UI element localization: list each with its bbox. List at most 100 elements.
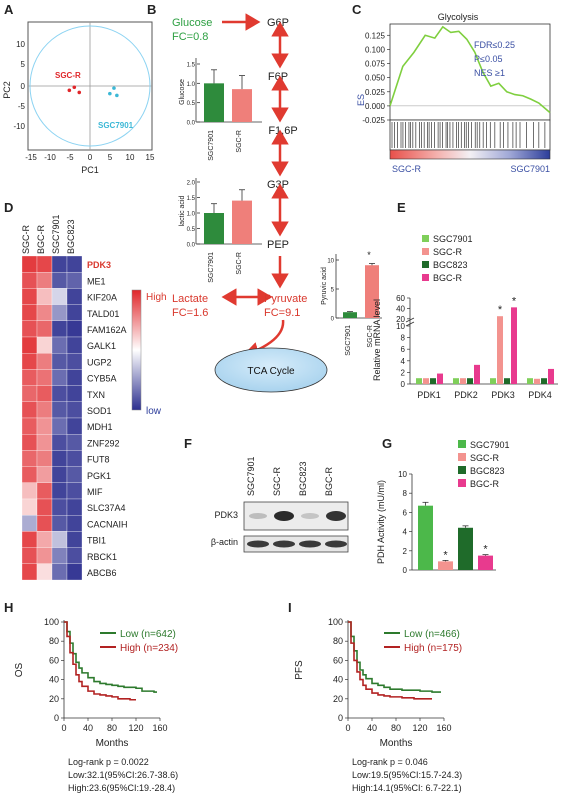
mrna-ylabel: Relative mRNA level: [372, 299, 382, 381]
bar: [490, 378, 496, 384]
heatmap-cell: [66, 547, 83, 564]
heatmap-cell: [21, 288, 38, 305]
tca-cycle-label: TCA Cycle: [247, 366, 295, 377]
pca-point: [112, 86, 116, 90]
heatmap-cell: [66, 515, 83, 532]
heatmap-cell: [21, 466, 38, 483]
heatmap-cell: [51, 353, 68, 370]
pca-ytick: 10: [16, 40, 25, 49]
metabolite-f16p: F1,6P: [268, 125, 297, 137]
panel-b-pathway: Glucose FC=0.8 G6P F6P F1,6P G3P PEP Lac…: [172, 13, 382, 393]
tick-label: 0.5: [187, 101, 196, 107]
tick-label: 5: [331, 288, 335, 294]
mrna-bars: **: [416, 295, 554, 384]
bar: [474, 364, 480, 384]
glucose-cat: SGC7901: [208, 130, 215, 161]
gsea-rank-gradient: [389, 149, 551, 160]
gsea-label-left: SGC-R: [392, 164, 422, 174]
legend-label: SGC-R: [433, 247, 463, 257]
heatmap-gene-label: RBCK1: [87, 552, 117, 562]
gsea-hit-frame: [389, 119, 551, 151]
pfs-stat-low: Low:19.5(95%CI:15.7-24.3): [352, 770, 462, 780]
bar: [460, 378, 466, 384]
tick-label: 80: [391, 723, 401, 733]
glucose-label: Glucose: [172, 17, 212, 29]
bar: [453, 378, 459, 384]
glucose-cat: SGC-R: [236, 130, 243, 153]
heatmap-cell: [36, 417, 53, 435]
blot-band: [247, 540, 269, 548]
heatmap-gene-label: CACNAIH: [87, 519, 128, 529]
heatmap-cell: [36, 466, 53, 483]
bar: [423, 378, 429, 384]
heatmap-gene-label: SOD1: [87, 406, 112, 416]
pfs-legend-low: Low (n=466): [404, 629, 460, 640]
heatmap-cell: [36, 563, 53, 581]
tick-label: 6: [401, 345, 406, 354]
tick-label: 0: [345, 723, 350, 733]
heatmap-cell: [36, 369, 53, 386]
pyruvic-cat: SGC7901: [345, 325, 352, 356]
legend-swatch: [458, 440, 466, 448]
legend-swatch: [422, 274, 429, 281]
heatmap-gene-label: TALD01: [87, 309, 119, 319]
pfs-ticks: 0 20 40 60 80 100 0 40 80 120 160: [328, 617, 452, 733]
pfs-low-curve: [348, 621, 441, 693]
heatmap-cell: [36, 304, 53, 321]
significance-star: *: [483, 544, 488, 556]
heatmap-cell: [21, 272, 38, 289]
mrna-axis-break: [405, 317, 415, 323]
heatmap-cell: [51, 531, 68, 548]
gsea-stat-fdr: FDR≤0.25: [474, 40, 515, 50]
os-xlabel: Months: [96, 738, 129, 749]
legend-swatch: [458, 479, 466, 487]
blot-band: [249, 513, 267, 519]
blot-band: [301, 513, 319, 519]
metabolite-g6p: G6P: [267, 17, 289, 29]
heatmap-gene-label: CYB5A: [87, 374, 117, 384]
tick-label: 40: [367, 723, 377, 733]
blot-lane-label: SGC-R: [272, 467, 282, 497]
bar: [416, 378, 422, 384]
blot-lane-label: BGC-R: [324, 467, 334, 497]
heatmap-cell: [51, 272, 68, 289]
os-stat-logrank: Log-rank p = 0.0022: [68, 757, 149, 767]
heatmap-cell: [66, 401, 83, 419]
tick-label: 4: [403, 528, 408, 537]
tick-label: 2: [401, 368, 406, 377]
pdh-bars: * *: [418, 501, 493, 570]
blot-band: [325, 540, 347, 548]
heatmap-cell: [21, 304, 38, 321]
heatmap-cell: [21, 336, 38, 354]
panel-letter-e: E: [397, 200, 406, 215]
heatmap-cell: [66, 434, 83, 451]
pyruvic-acid-bar-chart: 0 5 10 Pyruvic acid SGC7901 SGC-R *: [321, 250, 382, 356]
heatmap-col-label: BGC823: [66, 219, 76, 254]
heatmap-cell: [36, 434, 53, 451]
significance-star: *: [443, 549, 448, 561]
tick-label: 0: [331, 317, 335, 323]
bar: [534, 378, 540, 384]
heatmap-gene-label: FUT8: [87, 455, 110, 465]
os-stat-high: High:23.6(95%CI:19.-28.4): [68, 783, 175, 793]
tick-label: 160: [436, 723, 451, 733]
pyruvate-label: Pyruvate: [264, 293, 307, 305]
legend-label: SGC7901: [433, 234, 473, 244]
tick-label: 1.5: [187, 63, 196, 69]
pyruvic-significance: *: [367, 250, 371, 260]
os-high-curve: [64, 621, 136, 701]
bar: [511, 307, 517, 384]
blot-row-actin: β-actin: [211, 537, 238, 547]
pca-point: [77, 90, 82, 95]
heatmap-cell: [21, 417, 38, 435]
heatmap-col-label: BGC-R: [36, 225, 46, 255]
lactate-label: Lactate: [172, 293, 208, 305]
pyruvate-fc: FC=9.1: [264, 307, 300, 319]
tick-label: 4: [401, 357, 406, 366]
tick-label: 0.100: [365, 45, 386, 54]
panel-letter-h: H: [4, 600, 13, 615]
heatmap-cell: [21, 255, 38, 273]
tick-label: 160: [152, 723, 167, 733]
